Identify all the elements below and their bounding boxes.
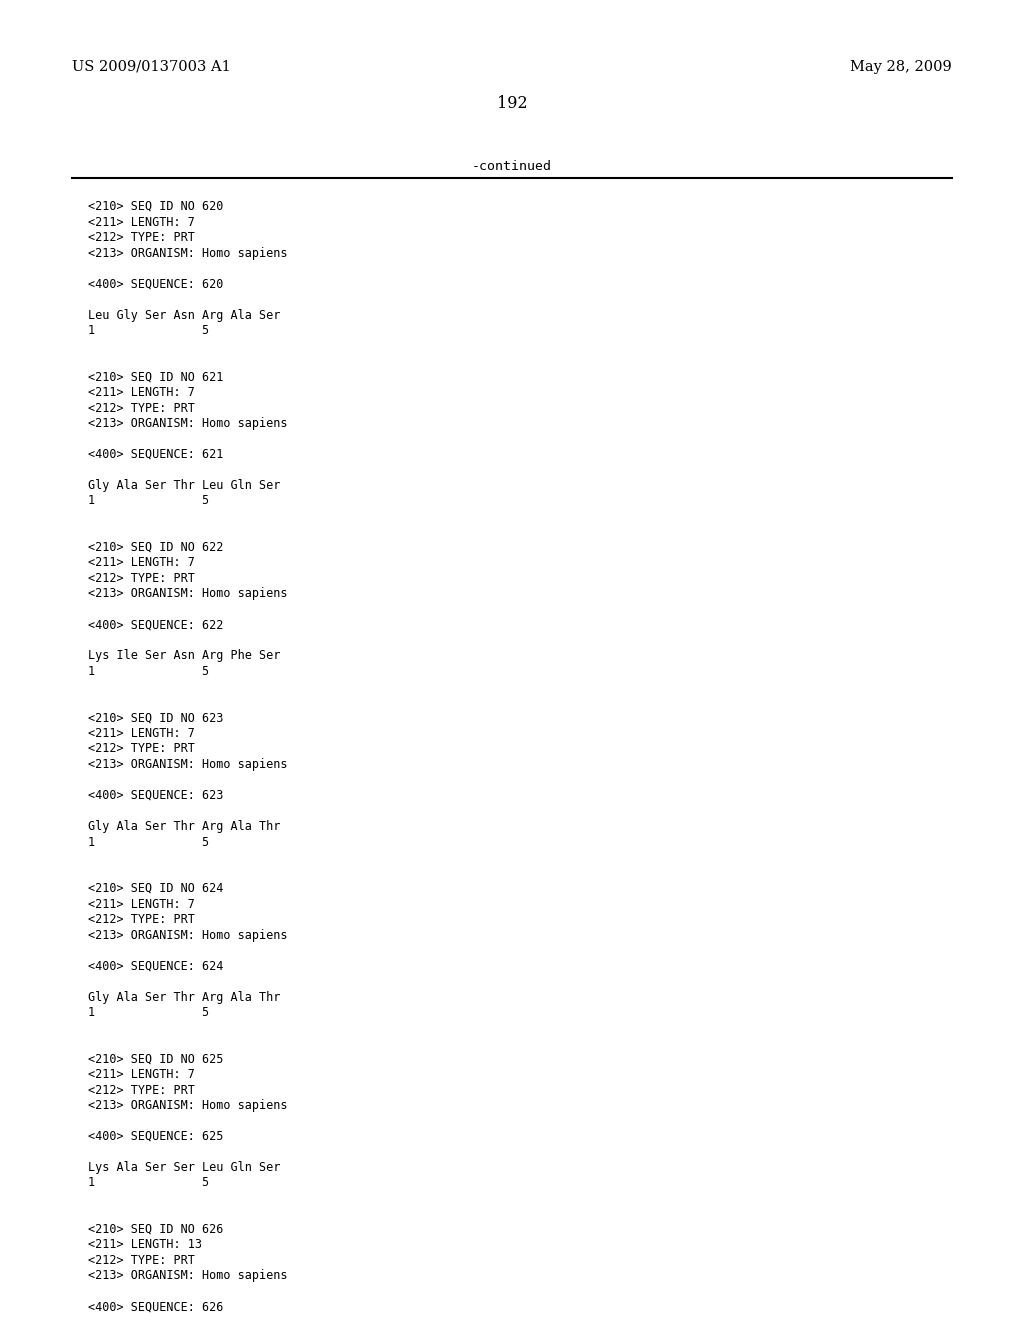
Text: <211> LENGTH: 7: <211> LENGTH: 7 [88,1068,195,1081]
Text: <213> ORGANISM: Homo sapiens: <213> ORGANISM: Homo sapiens [88,417,288,430]
Text: <212> TYPE: PRT: <212> TYPE: PRT [88,401,195,414]
Text: <210> SEQ ID NO 625: <210> SEQ ID NO 625 [88,1052,223,1065]
Text: Gly Ala Ser Thr Leu Gln Ser: Gly Ala Ser Thr Leu Gln Ser [88,479,281,492]
Text: <212> TYPE: PRT: <212> TYPE: PRT [88,742,195,755]
Text: 192: 192 [497,95,527,112]
Text: Lys Ile Ser Asn Arg Phe Ser: Lys Ile Ser Asn Arg Phe Ser [88,649,281,663]
Text: Gly Ala Ser Thr Arg Ala Thr: Gly Ala Ser Thr Arg Ala Thr [88,990,281,1003]
Text: Leu Gly Ser Asn Arg Ala Ser: Leu Gly Ser Asn Arg Ala Ser [88,309,281,322]
Text: <400> SEQUENCE: 621: <400> SEQUENCE: 621 [88,447,223,461]
Text: <400> SEQUENCE: 620: <400> SEQUENCE: 620 [88,277,223,290]
Text: <213> ORGANISM: Homo sapiens: <213> ORGANISM: Homo sapiens [88,1270,288,1283]
Text: <210> SEQ ID NO 626: <210> SEQ ID NO 626 [88,1224,223,1236]
Text: <211> LENGTH: 13: <211> LENGTH: 13 [88,1238,202,1251]
Text: <210> SEQ ID NO 620: <210> SEQ ID NO 620 [88,201,223,213]
Text: <211> LENGTH: 7: <211> LENGTH: 7 [88,557,195,569]
Text: <212> TYPE: PRT: <212> TYPE: PRT [88,231,195,244]
Text: 1               5: 1 5 [88,1006,209,1019]
Text: <210> SEQ ID NO 622: <210> SEQ ID NO 622 [88,541,223,554]
Text: <211> LENGTH: 7: <211> LENGTH: 7 [88,898,195,911]
Text: <400> SEQUENCE: 622: <400> SEQUENCE: 622 [88,619,223,631]
Text: <210> SEQ ID NO 623: <210> SEQ ID NO 623 [88,711,223,725]
Text: <213> ORGANISM: Homo sapiens: <213> ORGANISM: Homo sapiens [88,758,288,771]
Text: <213> ORGANISM: Homo sapiens: <213> ORGANISM: Homo sapiens [88,1100,288,1111]
Text: <212> TYPE: PRT: <212> TYPE: PRT [88,1084,195,1097]
Text: <213> ORGANISM: Homo sapiens: <213> ORGANISM: Homo sapiens [88,587,288,601]
Text: 1               5: 1 5 [88,323,209,337]
Text: 1               5: 1 5 [88,495,209,507]
Text: -continued: -continued [472,160,552,173]
Text: <212> TYPE: PRT: <212> TYPE: PRT [88,1254,195,1267]
Text: 1               5: 1 5 [88,836,209,849]
Text: Gly Ala Ser Thr Arg Ala Thr: Gly Ala Ser Thr Arg Ala Thr [88,820,281,833]
Text: <211> LENGTH: 7: <211> LENGTH: 7 [88,215,195,228]
Text: <211> LENGTH: 7: <211> LENGTH: 7 [88,727,195,741]
Text: <212> TYPE: PRT: <212> TYPE: PRT [88,572,195,585]
Text: <212> TYPE: PRT: <212> TYPE: PRT [88,913,195,927]
Text: <210> SEQ ID NO 621: <210> SEQ ID NO 621 [88,371,223,384]
Text: 1               5: 1 5 [88,1176,209,1189]
Text: <400> SEQUENCE: 623: <400> SEQUENCE: 623 [88,789,223,803]
Text: <400> SEQUENCE: 626: <400> SEQUENCE: 626 [88,1300,223,1313]
Text: <211> LENGTH: 7: <211> LENGTH: 7 [88,385,195,399]
Text: 1               5: 1 5 [88,665,209,678]
Text: <213> ORGANISM: Homo sapiens: <213> ORGANISM: Homo sapiens [88,247,288,260]
Text: <400> SEQUENCE: 625: <400> SEQUENCE: 625 [88,1130,223,1143]
Text: <400> SEQUENCE: 624: <400> SEQUENCE: 624 [88,960,223,973]
Text: <210> SEQ ID NO 624: <210> SEQ ID NO 624 [88,882,223,895]
Text: US 2009/0137003 A1: US 2009/0137003 A1 [72,59,230,74]
Text: Lys Ala Ser Ser Leu Gln Ser: Lys Ala Ser Ser Leu Gln Ser [88,1162,281,1173]
Text: <213> ORGANISM: Homo sapiens: <213> ORGANISM: Homo sapiens [88,928,288,941]
Text: May 28, 2009: May 28, 2009 [850,59,952,74]
